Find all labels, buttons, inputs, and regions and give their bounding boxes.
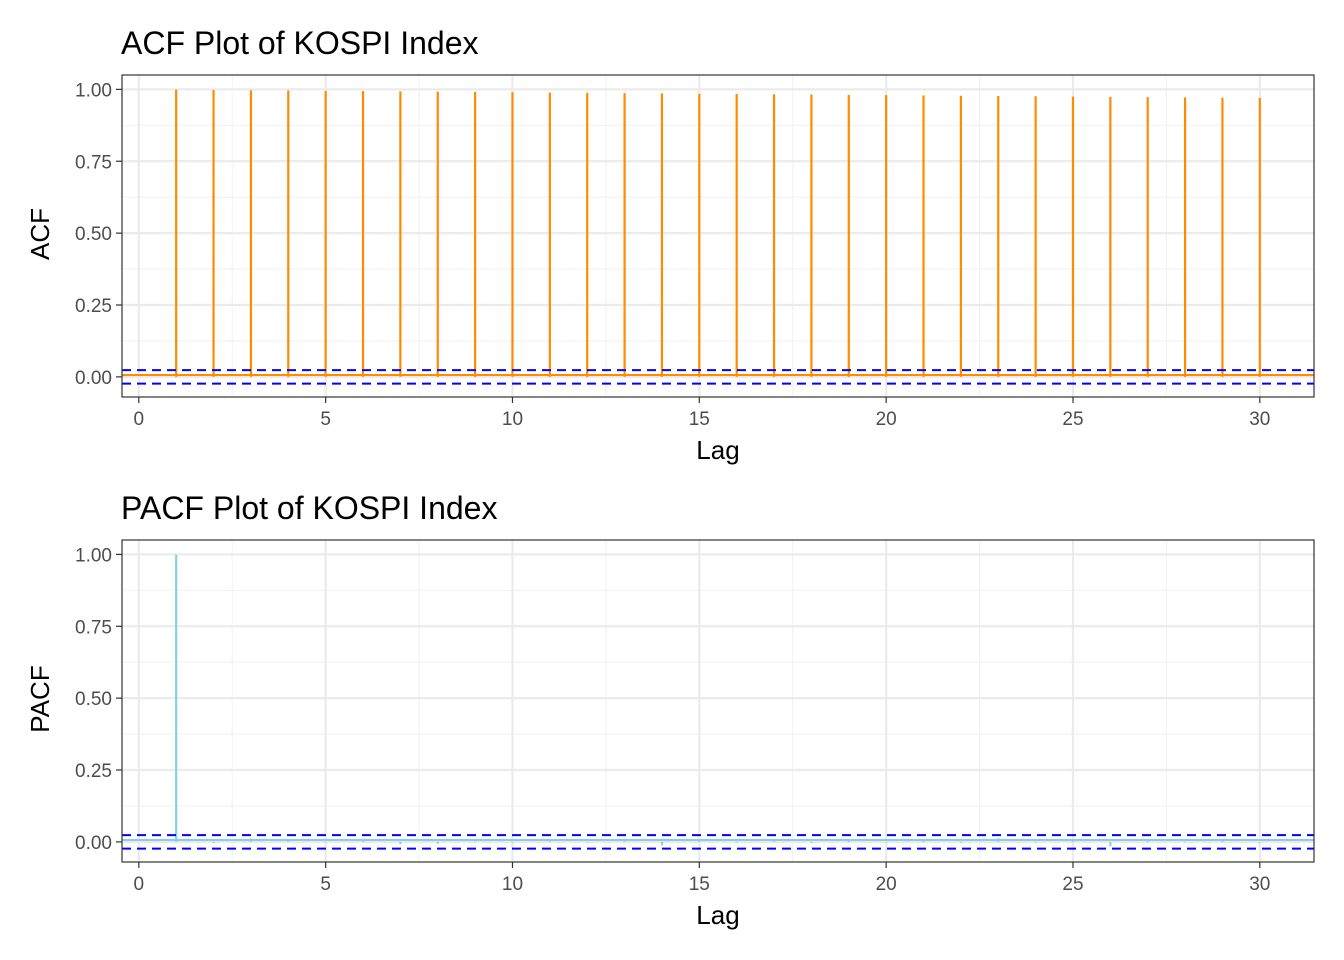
acf-x-tick-label: 15 bbox=[689, 409, 710, 430]
acf-x-axis: 0 5 10 15 20 25 30 bbox=[134, 397, 1270, 430]
pacf-x-tick-label: 0 bbox=[134, 874, 145, 895]
acf-y-tick-label: 1.00 bbox=[75, 80, 112, 101]
acf-x-tick-label: 0 bbox=[134, 409, 145, 430]
pacf-y-tick-label: 0.75 bbox=[75, 617, 112, 638]
pacf-y-tick-label: 1.00 bbox=[75, 545, 112, 566]
acf-plot-background bbox=[122, 75, 1314, 397]
pacf-x-tick-label: 10 bbox=[502, 874, 523, 895]
acf-chart-title: ACF Plot of KOSPI Index bbox=[121, 25, 478, 61]
acf-y-tick-label: 0.25 bbox=[75, 296, 112, 317]
acf-bars bbox=[175, 89, 1261, 377]
pacf-x-tick-label: 25 bbox=[1062, 874, 1083, 895]
acf-y-tick-label: 0.00 bbox=[75, 368, 112, 389]
pacf-chart-title: PACF Plot of KOSPI Index bbox=[121, 490, 497, 526]
acf-y-axis-title: ACF bbox=[25, 208, 55, 260]
pacf-major-gridlines bbox=[122, 540, 1314, 862]
acf-y-tick-label: 0.75 bbox=[75, 152, 112, 173]
pacf-y-tick-label: 0.00 bbox=[75, 833, 112, 854]
pacf-y-axis-title: PACF bbox=[25, 665, 55, 732]
pacf-x-tick-label: 20 bbox=[876, 874, 897, 895]
pacf-x-axis-title: Lag bbox=[696, 900, 739, 930]
acf-x-tick-label: 20 bbox=[876, 409, 897, 430]
acf-panel-border bbox=[121, 74, 1315, 398]
pacf-y-tick-label: 0.50 bbox=[75, 689, 112, 710]
acf-x-tick-label: 10 bbox=[502, 409, 523, 430]
pacf-x-tick-label: 15 bbox=[689, 874, 710, 895]
pacf-panel-border bbox=[121, 539, 1315, 863]
pacf-bars bbox=[175, 554, 1261, 847]
acf-x-tick-label: 25 bbox=[1062, 409, 1083, 430]
pacf-y-tick-label: 0.25 bbox=[75, 761, 112, 782]
acf-panel: ACF Plot of KOSPI Index ACF Lag 0 5 10 15 20… bbox=[25, 25, 1315, 465]
pacf-y-axis: 0.00 0.25 0.50 0.75 1.00 bbox=[75, 545, 122, 854]
acf-y-tick-label: 0.50 bbox=[75, 224, 112, 245]
pacf-plot-background bbox=[122, 540, 1314, 862]
acf-x-axis-title: Lag bbox=[696, 435, 739, 465]
acf-y-axis: 0.00 0.25 0.50 0.75 1.00 bbox=[75, 80, 122, 389]
pacf-panel: PACF Plot of KOSPI Index PACF Lag 0 5 10 15… bbox=[25, 490, 1315, 930]
pacf-x-axis: 0 5 10 15 20 25 30 bbox=[134, 862, 1270, 895]
acf-x-tick-label: 5 bbox=[320, 409, 331, 430]
pacf-x-tick-label: 30 bbox=[1249, 874, 1270, 895]
pacf-x-tick-label: 5 bbox=[320, 874, 331, 895]
acf-x-tick-label: 30 bbox=[1249, 409, 1270, 430]
acf-minor-gridlines bbox=[122, 75, 1314, 397]
pacf-minor-gridlines bbox=[122, 540, 1314, 862]
